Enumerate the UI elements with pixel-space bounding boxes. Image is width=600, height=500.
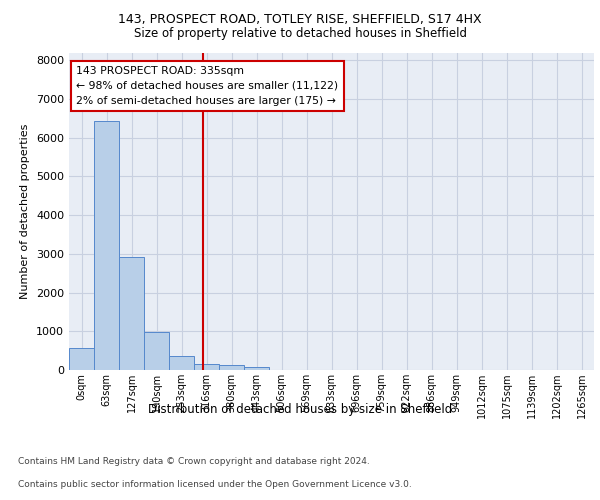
Y-axis label: Number of detached properties: Number of detached properties [20,124,31,299]
Bar [244,367,269,370]
Bar [169,356,194,370]
Bar [69,348,94,370]
Bar [144,332,169,370]
Text: Contains public sector information licensed under the Open Government Licence v3: Contains public sector information licen… [18,480,412,489]
Bar [194,364,219,370]
Text: Distribution of detached houses by size in Sheffield: Distribution of detached houses by size … [148,402,452,415]
Bar [219,366,244,370]
Bar [94,121,119,370]
Text: 143 PROSPECT ROAD: 335sqm
← 98% of detached houses are smaller (11,122)
2% of se: 143 PROSPECT ROAD: 335sqm ← 98% of detac… [77,66,338,106]
Text: Size of property relative to detached houses in Sheffield: Size of property relative to detached ho… [133,28,467,40]
Text: 143, PROSPECT ROAD, TOTLEY RISE, SHEFFIELD, S17 4HX: 143, PROSPECT ROAD, TOTLEY RISE, SHEFFIE… [118,12,482,26]
Text: Contains HM Land Registry data © Crown copyright and database right 2024.: Contains HM Land Registry data © Crown c… [18,457,370,466]
Bar [119,257,144,370]
